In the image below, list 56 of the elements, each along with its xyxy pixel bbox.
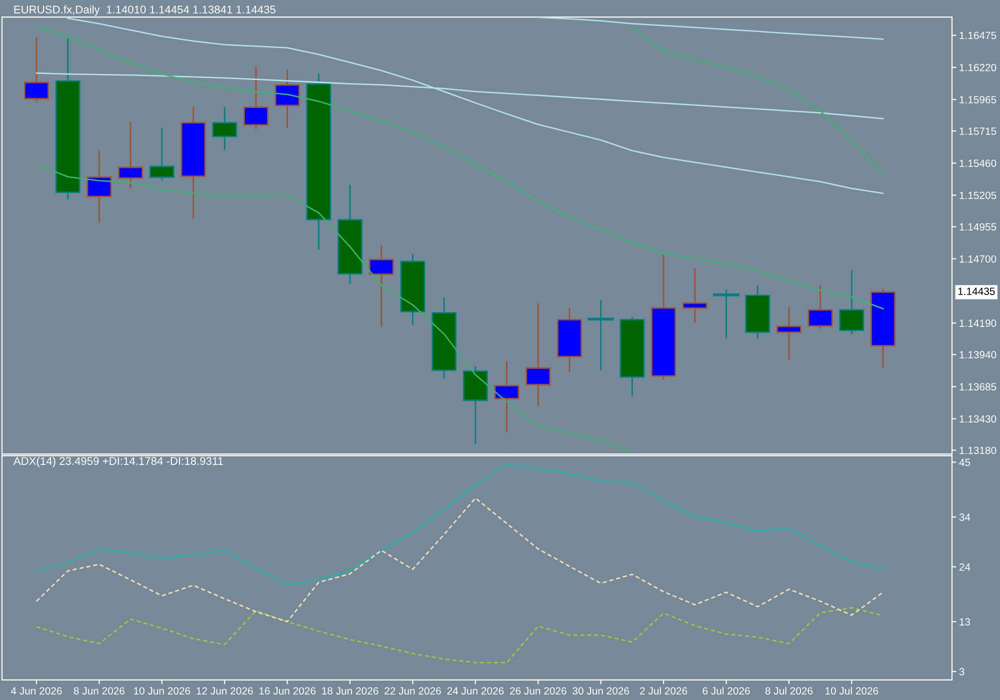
x-tick-label: 30 Jun 2026 [572,687,630,695]
x-tick-label: 12 Jun 2026 [196,687,253,695]
y-tick-label: 1.15965 [960,96,996,104]
line-series [36,164,633,453]
candlestick [526,303,551,406]
line-series [632,26,884,175]
x-tick-label: 18 Jun 2026 [322,687,378,695]
candlestick [776,307,802,360]
candlestick [24,37,49,102]
candlestick [118,122,143,188]
x-tick-label: 2 Jul 2026 [640,686,688,695]
x-tick-label: 26 Jun 2026 [510,687,566,695]
y-tick-label: 1.15205 [960,192,996,200]
y-tick-label: 13 [960,618,970,626]
y-tick-label: 1.14700 [960,255,996,263]
candlestick [713,290,740,338]
x-tick-label: 16 Jun 2026 [259,687,316,695]
candlestick [212,107,238,150]
x-tick-label: 24 Jun 2026 [447,687,504,695]
text: 1.14435 [958,288,995,295]
candlestick [86,150,112,223]
y-tick-label: 1.15715 [960,128,996,135]
candlestick [244,66,268,129]
candlestick [682,268,708,323]
chart-title: EURUSD.fx,Daily 1.14010 1.14454 1.13841 1.14435 [14,5,276,16]
x-tick-label: 8 Jul 2026 [765,686,813,695]
y-tick-label: 34 [959,514,970,521]
line-series [537,17,884,40]
y-tick-label: 1.13180 [960,446,996,454]
x-tick-label: 10 Jul 2026 [826,686,878,695]
candlestick [494,361,520,432]
x-tick-label: 22 Jun 2026 [384,687,441,695]
x-tick-label: 10 Jun 2026 [134,687,190,695]
y-tick-label: 3 [959,668,964,676]
x-tick-label: 8 Jun 2026 [74,687,125,695]
candlestick [149,128,174,180]
y-tick-label: 1.13430 [960,415,996,423]
y-tick-label: 1.16475 [960,32,996,40]
candlestick [274,70,300,128]
chart-title: ADX(14) 23.4959 +DI:14.1784 -DI:18.9311 [13,456,223,468]
candlestick [368,245,394,327]
y-tick-label: 1.16220 [960,64,996,72]
y-tick-label: 1.13940 [960,351,996,358]
y-tick-label: 45 [959,458,970,466]
line-series [36,497,884,622]
candlestick [808,284,833,329]
x-tick-label: 4 Jun 2026 [10,687,62,695]
line-series [36,26,884,310]
y-tick-label: 1.13685 [960,383,996,391]
candlestick [839,270,864,334]
x-tick-label: 6 Jul 2026 [702,686,750,695]
y-tick-label: 1.14955 [960,223,996,231]
y-tick-label: 1.14190 [960,320,996,327]
candlestick [588,300,614,370]
y-tick-label: 1.15460 [960,160,996,167]
y-tick-label: 24 [959,563,970,571]
